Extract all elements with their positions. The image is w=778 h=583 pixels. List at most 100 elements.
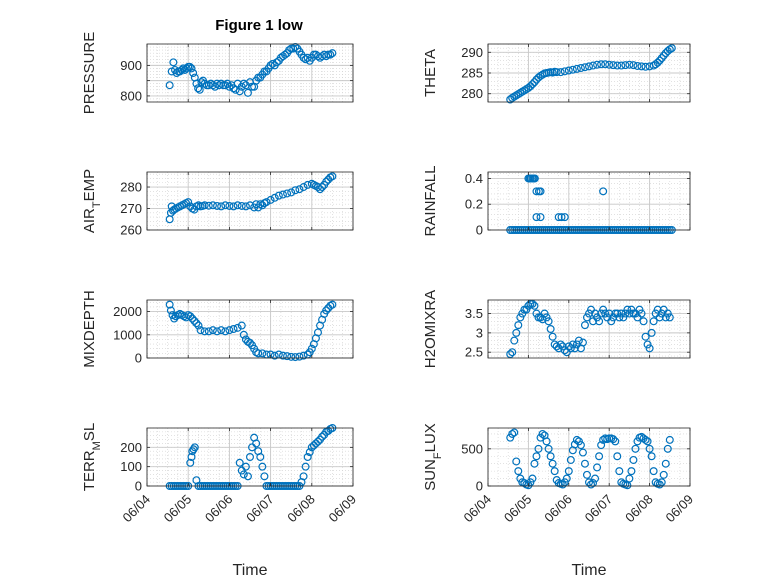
data-point xyxy=(266,195,275,204)
data-point xyxy=(635,305,644,314)
y-tick-label: 0 xyxy=(135,479,142,494)
data-point xyxy=(510,428,519,437)
data-point xyxy=(534,444,543,453)
data-point xyxy=(589,61,598,70)
data-point xyxy=(599,305,608,314)
data-point xyxy=(568,340,577,349)
data-point xyxy=(305,448,314,457)
data-point xyxy=(289,44,298,53)
data-point xyxy=(326,50,335,59)
data-point xyxy=(266,61,275,70)
data-point xyxy=(540,309,549,318)
data-point xyxy=(225,326,234,335)
data-point xyxy=(621,61,630,70)
data-point xyxy=(593,60,602,69)
data-point xyxy=(665,435,674,444)
data-point xyxy=(187,64,196,73)
data-point xyxy=(217,79,226,88)
data-point xyxy=(516,88,525,97)
y-axis-label: PRESSURE xyxy=(81,32,98,115)
data-point xyxy=(637,309,646,318)
data-point xyxy=(558,342,567,351)
series-points xyxy=(165,172,337,224)
data-point xyxy=(659,51,668,60)
data-point xyxy=(299,472,308,481)
data-point xyxy=(514,90,523,99)
y-tick-label: 500 xyxy=(461,441,483,456)
subplot-h2omixra: 2.5 3 3.5 H2OMIXRA xyxy=(422,290,691,368)
data-point xyxy=(572,64,581,73)
data-point xyxy=(303,453,312,462)
y-axis-label: AIRTEMP xyxy=(81,169,103,233)
data-point xyxy=(550,467,559,476)
y-axis-label: SUNFLUX xyxy=(422,423,444,491)
data-point xyxy=(299,351,308,360)
data-point xyxy=(641,435,650,444)
data-point xyxy=(661,459,670,468)
data-point xyxy=(208,201,217,210)
data-point xyxy=(217,202,226,211)
y-tick-label: 290 xyxy=(461,45,483,60)
subplot-air_temp: 260 270 280 AIRTEMP xyxy=(81,169,354,238)
data-point xyxy=(665,45,674,54)
data-point xyxy=(520,479,529,488)
data-point xyxy=(580,63,589,72)
data-point xyxy=(649,317,658,326)
data-point xyxy=(318,432,327,441)
data-point xyxy=(649,467,658,476)
data-point xyxy=(328,300,337,309)
x-axis-label: Time xyxy=(572,562,607,579)
data-point xyxy=(591,474,600,483)
data-point xyxy=(528,474,537,483)
data-point xyxy=(578,338,587,347)
y-tick-label: 800 xyxy=(120,88,142,103)
data-point xyxy=(552,342,561,351)
data-point xyxy=(235,458,244,467)
data-point xyxy=(215,81,224,90)
data-point xyxy=(568,65,577,74)
data-point xyxy=(572,435,581,444)
data-point xyxy=(307,344,316,353)
y-axis-label: RAINFALL xyxy=(422,166,439,237)
data-point xyxy=(508,348,517,357)
data-point xyxy=(322,52,331,61)
data-point xyxy=(295,352,304,361)
x-tick-label: 06/05 xyxy=(161,492,195,526)
data-point xyxy=(605,60,614,69)
data-point xyxy=(536,213,545,222)
data-point xyxy=(301,462,310,471)
data-point xyxy=(512,457,521,466)
data-point xyxy=(613,452,622,461)
data-point xyxy=(291,353,300,362)
data-point xyxy=(558,480,567,489)
data-point xyxy=(663,309,672,318)
data-point xyxy=(225,201,234,210)
data-point xyxy=(542,313,551,322)
data-point xyxy=(530,301,539,310)
data-point xyxy=(200,327,209,336)
data-point xyxy=(617,61,626,70)
data-point xyxy=(667,44,676,53)
data-point xyxy=(528,80,537,89)
data-point xyxy=(184,198,193,207)
data-point xyxy=(187,453,196,462)
data-point xyxy=(520,86,529,95)
data-point xyxy=(544,317,553,326)
data-point xyxy=(627,467,636,476)
y-axis-label: MIXDEPTH xyxy=(81,290,98,368)
data-point xyxy=(188,314,197,323)
data-point xyxy=(625,309,634,318)
data-point xyxy=(192,319,201,328)
data-point xyxy=(237,201,246,210)
data-point xyxy=(576,64,585,73)
data-point xyxy=(617,309,626,318)
data-point xyxy=(615,313,624,322)
y-tick-label: 0.2 xyxy=(465,197,483,212)
data-point xyxy=(560,67,569,76)
data-point xyxy=(246,453,255,462)
data-point xyxy=(506,350,515,359)
data-point xyxy=(566,344,575,353)
data-point xyxy=(532,187,541,196)
data-point xyxy=(270,193,279,202)
data-point xyxy=(200,79,209,88)
